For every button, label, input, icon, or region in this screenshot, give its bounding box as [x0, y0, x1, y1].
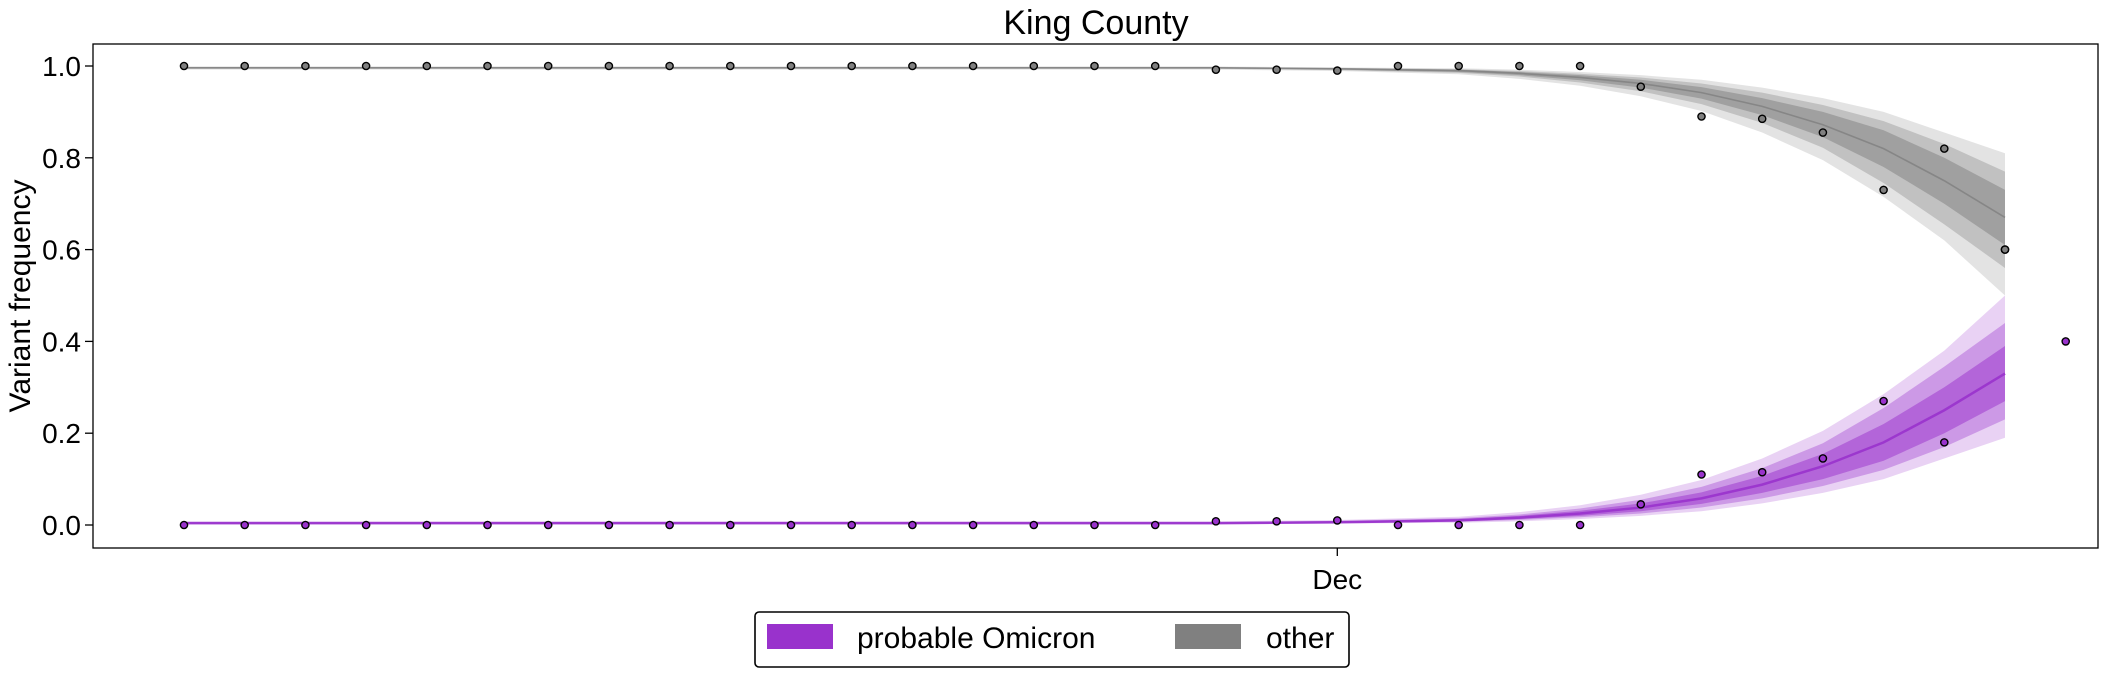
point-other [908, 61, 917, 71]
y-tick-label: 0.0 [42, 510, 81, 541]
point-other [968, 61, 978, 71]
point-omicron [1636, 500, 1646, 509]
point-other [604, 61, 614, 71]
point-other [1818, 128, 1828, 137]
point-other [1697, 112, 1706, 121]
point-omicron [543, 520, 553, 530]
point-omicron [2061, 337, 2070, 346]
legend-label-omicron: probable Omicron [857, 622, 1095, 655]
band-omicron-ci50 [184, 345, 2005, 524]
point-other [543, 61, 553, 71]
point-other [1454, 61, 1463, 71]
confidence-bands [184, 66, 2005, 525]
point-other [847, 61, 857, 71]
point-omicron [1515, 520, 1524, 530]
point-omicron [604, 520, 614, 530]
legend-label-other: other [1266, 622, 1334, 655]
point-omicron [1272, 517, 1281, 526]
legend-swatch-omicron [767, 624, 833, 649]
point-omicron [1818, 454, 1828, 463]
point-omicron [1090, 520, 1099, 530]
point-omicron [1940, 438, 1949, 447]
point-other [1757, 114, 1767, 124]
y-tick-label: 1.0 [42, 51, 81, 82]
point-omicron [908, 520, 917, 530]
point-other [786, 61, 796, 71]
y-tick-label: 0.6 [42, 235, 81, 266]
y-axis: 0.0 0.2 0.4 0.6 0.8 1.0 [42, 51, 93, 541]
point-other [1090, 61, 1099, 71]
point-other [1333, 66, 1342, 75]
plot-frame [92, 43, 2099, 549]
point-omicron [1150, 520, 1160, 530]
band-other-ci50 [184, 67, 2005, 246]
legend: probable Omicron other [754, 611, 1350, 668]
point-other [1150, 61, 1160, 71]
point-omicron [665, 520, 674, 530]
point-omicron [1757, 467, 1767, 477]
point-other [361, 61, 371, 71]
point-other [301, 61, 310, 71]
y-tick-label: 0.8 [42, 143, 81, 174]
point-other [2000, 245, 2010, 254]
point-omicron [1697, 470, 1706, 479]
point-omicron [1575, 520, 1585, 530]
point-other [1029, 61, 1039, 71]
legend-swatch-other [1175, 624, 1241, 649]
point-other [422, 61, 432, 71]
y-tick-label: 0.2 [42, 418, 81, 449]
point-other [483, 61, 492, 71]
point-other [726, 61, 735, 71]
point-other [1575, 61, 1585, 71]
point-other [240, 61, 249, 71]
point-omicron [1029, 520, 1039, 530]
point-other [179, 61, 189, 71]
point-omicron [1393, 520, 1403, 530]
point-other [1636, 82, 1646, 91]
point-omicron [1211, 517, 1221, 526]
median-lines [184, 67, 2006, 525]
point-other [665, 61, 674, 71]
point-other [1211, 65, 1221, 74]
point-other [1393, 61, 1403, 71]
y-axis-label: Variant frequency [4, 180, 37, 413]
point-omicron [483, 520, 492, 530]
point-omicron [1879, 396, 1888, 406]
point-omicron [726, 520, 735, 530]
y-tick-label: 0.4 [42, 326, 81, 357]
observed-points [179, 61, 2070, 530]
point-other [1515, 61, 1524, 71]
chart-title: King County [1003, 4, 1188, 42]
point-omicron [1454, 520, 1463, 530]
x-tick-label: Dec [1312, 564, 1362, 595]
point-omicron [847, 520, 857, 530]
point-omicron [422, 520, 432, 530]
point-omicron [301, 520, 310, 530]
point-other [1879, 185, 1888, 195]
point-omicron [240, 520, 249, 530]
point-omicron [1333, 516, 1342, 525]
point-omicron [786, 520, 796, 530]
point-other [1940, 144, 1949, 153]
point-omicron [361, 520, 371, 530]
point-omicron [179, 520, 189, 530]
point-other [1272, 65, 1281, 74]
point-omicron [968, 520, 978, 530]
x-axis: Dec [1312, 548, 1362, 595]
